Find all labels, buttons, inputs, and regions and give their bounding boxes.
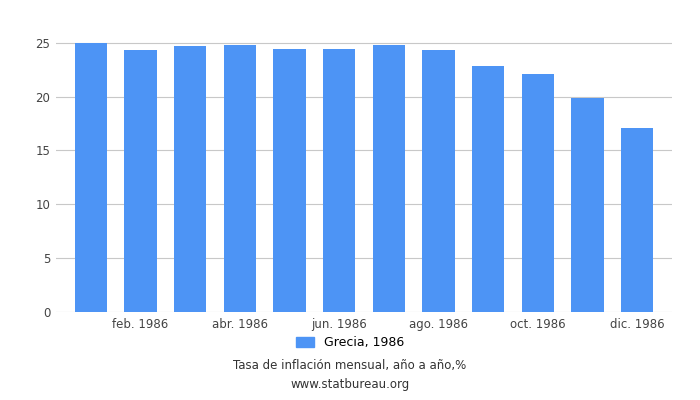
Bar xyxy=(174,46,206,312)
Bar xyxy=(224,45,256,312)
Legend: Grecia, 1986: Grecia, 1986 xyxy=(296,336,404,349)
Bar xyxy=(522,74,554,312)
Bar xyxy=(422,50,455,312)
Bar xyxy=(472,66,504,312)
Bar xyxy=(621,128,653,312)
Bar xyxy=(571,98,603,312)
Bar xyxy=(125,50,157,312)
Text: www.statbureau.org: www.statbureau.org xyxy=(290,378,410,391)
Text: Tasa de inflación mensual, año a año,%: Tasa de inflación mensual, año a año,% xyxy=(233,360,467,372)
Bar xyxy=(323,49,356,312)
Bar xyxy=(372,45,405,312)
Bar xyxy=(75,43,107,312)
Bar xyxy=(273,49,306,312)
